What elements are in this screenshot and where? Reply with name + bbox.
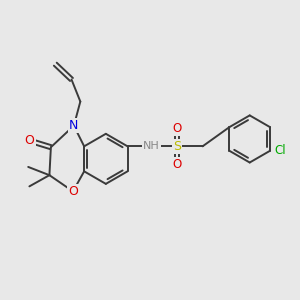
Text: O: O <box>172 122 181 135</box>
Text: NH: NH <box>143 141 160 151</box>
Text: O: O <box>172 158 181 171</box>
Text: S: S <box>173 140 181 153</box>
Text: N: N <box>69 119 79 132</box>
Text: Cl: Cl <box>274 144 286 157</box>
Text: O: O <box>68 185 78 198</box>
Text: O: O <box>25 134 34 147</box>
